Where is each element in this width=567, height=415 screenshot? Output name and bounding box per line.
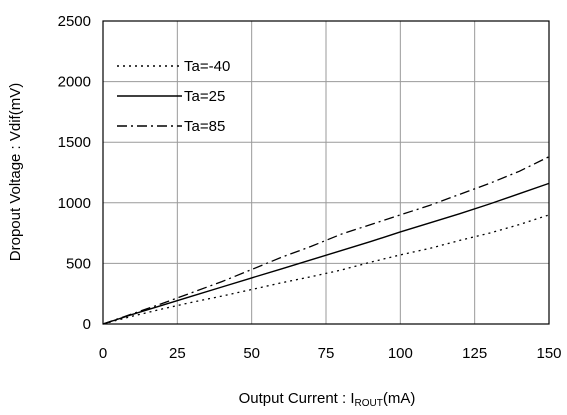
legend-label-1: Ta=-40 <box>184 58 230 75</box>
x-tick-label-6: 150 <box>536 345 561 362</box>
x-tick-label-1: 25 <box>169 345 186 362</box>
y-tick-label-1: 500 <box>66 255 91 272</box>
legend: Ta=-40 Ta=25 Ta=85 <box>117 58 230 135</box>
legend-label-2: Ta=25 <box>184 88 225 105</box>
y-tick-label-0: 0 <box>83 316 91 333</box>
grid <box>103 21 549 324</box>
y-tick-label-3: 1500 <box>58 134 91 151</box>
y-tick-label-4: 2000 <box>58 74 91 91</box>
x-tick-label-3: 75 <box>318 345 335 362</box>
y-axis-title: Dropout Voltage : Vdif(mV) <box>7 83 24 261</box>
x-axis-title-subscript: ROUT <box>355 398 383 409</box>
series-line-3 <box>102 156 550 325</box>
series-line-2 <box>102 182 550 325</box>
y-tick-label-5: 2500 <box>58 13 91 30</box>
x-tick-label-0: 0 <box>99 345 107 362</box>
series-lines <box>102 156 550 325</box>
x-tick-label-2: 50 <box>243 345 260 362</box>
series-line-1 <box>102 214 550 325</box>
plot-frame <box>102 20 550 325</box>
x-tick-label-5: 125 <box>462 345 487 362</box>
y-tick-label-2: 1000 <box>58 195 91 212</box>
x-axis-title-main: Output Current : I <box>239 390 355 407</box>
x-axis-title-unit: (mA) <box>383 390 416 407</box>
x-axis-title: Output Current : IROUT(mA) <box>239 390 416 409</box>
x-tick-label-4: 100 <box>388 345 413 362</box>
legend-label-3: Ta=85 <box>184 118 225 135</box>
